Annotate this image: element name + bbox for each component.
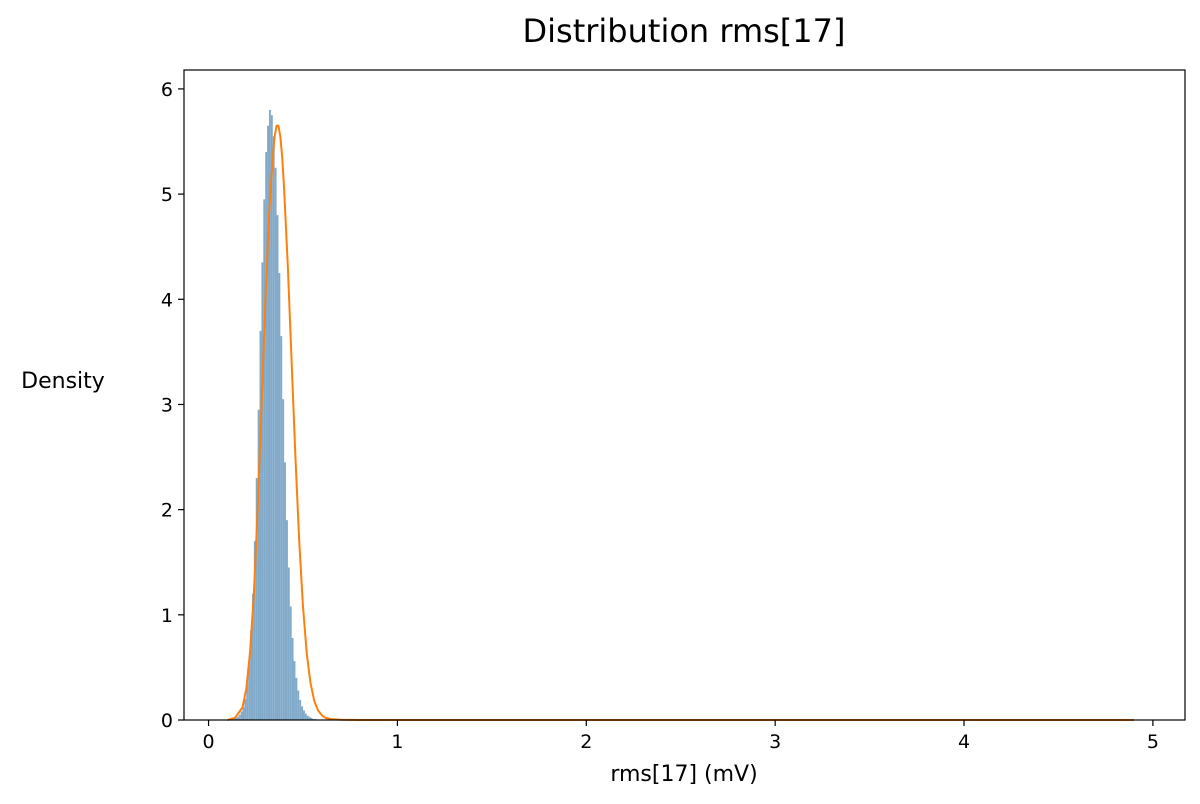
histogram-bar [280,336,283,720]
y-tick-label: 5 [161,184,173,206]
histogram-bar [285,520,288,720]
histogram-bar [265,152,268,721]
histogram-bar [304,713,307,720]
histogram-bar [244,698,247,720]
y-tick-label: 3 [161,394,173,416]
histogram-bar [240,711,243,720]
histogram-bar [238,714,241,720]
y-axis-ticks: 0 1 2 3 4 5 6 [161,79,184,732]
histogram-bar [278,272,281,720]
x-tick-label: 4 [958,731,970,753]
histogram-bar [255,478,258,720]
y-tick-label: 2 [161,500,173,522]
histogram-bar [297,690,300,720]
histogram-bar [282,399,285,720]
histogram-bar [267,125,269,721]
histogram-bar [261,262,264,720]
kde-line [227,124,1135,721]
plot-frame [183,69,1186,721]
histogram-bar [299,700,302,720]
histogram-bar [295,677,298,720]
histogram-bar [276,215,279,720]
histogram-bar [308,716,311,720]
histogram-bar [246,683,249,720]
histogram-bar [274,167,277,720]
histogram-bar [306,715,309,720]
x-tick-label: 1 [391,731,403,753]
histogram-bar [236,716,239,720]
x-tick-label: 0 [203,731,215,753]
x-tick-label: 3 [769,731,781,753]
histogram-bar [253,541,256,720]
chart-title: Distribution rms[17] [523,12,846,50]
histogram-bar [287,567,290,720]
plot-layer [227,109,1135,721]
histogram-bar [259,330,262,720]
histogram-bar [242,707,245,720]
histogram-bar [291,637,294,720]
histogram-bar [251,593,254,720]
y-tick-label: 0 [161,710,173,732]
histogram-bar [270,115,273,721]
x-axis-ticks: 0 1 2 3 4 5 [203,720,1159,753]
histogram-bar [248,662,251,720]
histogram-bar [289,606,292,720]
histogram-bar [293,661,296,720]
histogram-bar [284,462,286,720]
y-axis-label: Density [21,369,105,394]
y-tick-label: 6 [161,79,173,101]
histogram-bar [268,109,271,721]
x-tick-label: 5 [1147,731,1159,753]
histogram-bar [250,630,252,720]
y-tick-label: 1 [161,605,173,627]
x-axis-label: rms[17] (mV) [610,762,757,787]
histogram-bar [310,717,313,720]
histogram-bar [302,710,305,720]
histogram-bar [301,706,303,720]
y-tick-label: 4 [161,289,173,311]
histogram-bar [257,409,260,720]
histogram-bar [234,717,237,720]
x-tick-label: 2 [580,731,592,753]
histogram-bar [263,199,266,720]
histogram-bar [272,136,275,720]
